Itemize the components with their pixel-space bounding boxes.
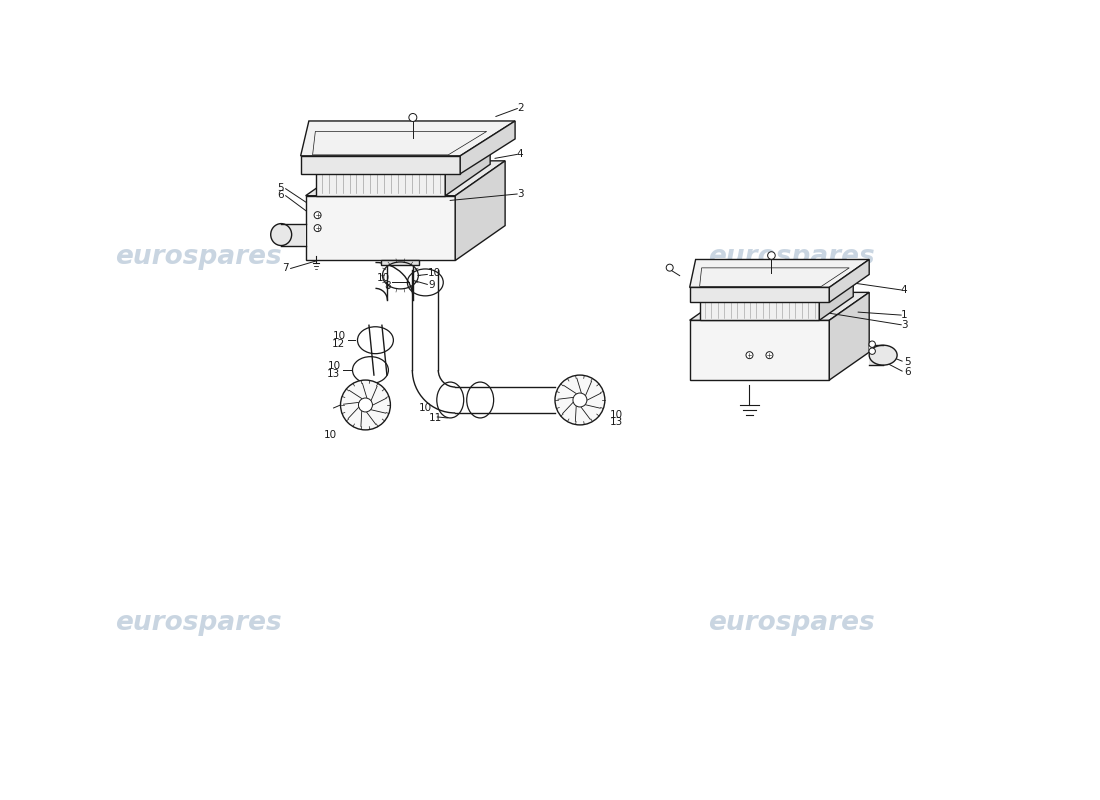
Polygon shape (382, 261, 419, 266)
Text: 5: 5 (904, 357, 911, 367)
Text: 4: 4 (517, 149, 524, 159)
Circle shape (667, 264, 673, 271)
Text: 7: 7 (283, 263, 289, 274)
Text: eurospares: eurospares (708, 243, 874, 270)
Text: 10: 10 (428, 269, 441, 278)
Polygon shape (690, 320, 829, 380)
Circle shape (315, 225, 321, 231)
Polygon shape (700, 269, 854, 292)
Text: 5: 5 (277, 182, 284, 193)
Polygon shape (690, 259, 869, 287)
Polygon shape (829, 259, 869, 302)
Circle shape (766, 352, 773, 358)
Polygon shape (460, 121, 515, 174)
Text: 13: 13 (328, 369, 341, 379)
Polygon shape (300, 156, 460, 174)
Circle shape (359, 398, 373, 412)
Text: 10: 10 (609, 410, 623, 420)
Circle shape (768, 252, 776, 259)
Circle shape (556, 375, 605, 425)
Text: 1: 1 (901, 310, 908, 320)
Text: 10: 10 (332, 331, 345, 342)
Polygon shape (300, 121, 515, 156)
Text: eurospares: eurospares (116, 243, 283, 270)
Text: 13: 13 (609, 417, 623, 427)
Polygon shape (869, 345, 883, 365)
Text: 2: 2 (517, 102, 524, 113)
Polygon shape (446, 133, 491, 196)
Text: eurospares: eurospares (116, 610, 283, 636)
Circle shape (869, 348, 876, 354)
Text: 3: 3 (517, 189, 524, 198)
Ellipse shape (869, 345, 898, 365)
Text: 10: 10 (328, 361, 341, 371)
Text: 12: 12 (332, 339, 345, 349)
Polygon shape (700, 292, 820, 320)
Text: 6: 6 (277, 190, 284, 200)
Text: 4: 4 (901, 286, 908, 295)
Polygon shape (282, 224, 306, 246)
Text: 10: 10 (419, 403, 432, 413)
Polygon shape (306, 196, 455, 261)
Polygon shape (690, 292, 869, 320)
Text: 10: 10 (324, 430, 337, 440)
Circle shape (315, 212, 321, 218)
Circle shape (341, 380, 390, 430)
Text: 11: 11 (429, 413, 442, 423)
Ellipse shape (271, 224, 292, 246)
Circle shape (573, 393, 587, 407)
Polygon shape (820, 269, 854, 320)
Text: 3: 3 (901, 320, 908, 330)
Circle shape (409, 114, 417, 122)
Text: 9: 9 (428, 280, 435, 290)
Polygon shape (316, 133, 491, 164)
Polygon shape (690, 287, 829, 302)
Circle shape (869, 341, 876, 347)
Text: 10: 10 (377, 274, 390, 283)
Polygon shape (455, 161, 505, 261)
Text: 8: 8 (384, 282, 390, 291)
Polygon shape (829, 292, 869, 380)
Polygon shape (306, 161, 505, 196)
Text: 6: 6 (904, 367, 911, 377)
Circle shape (746, 352, 754, 358)
Polygon shape (316, 164, 446, 196)
Text: eurospares: eurospares (708, 610, 874, 636)
